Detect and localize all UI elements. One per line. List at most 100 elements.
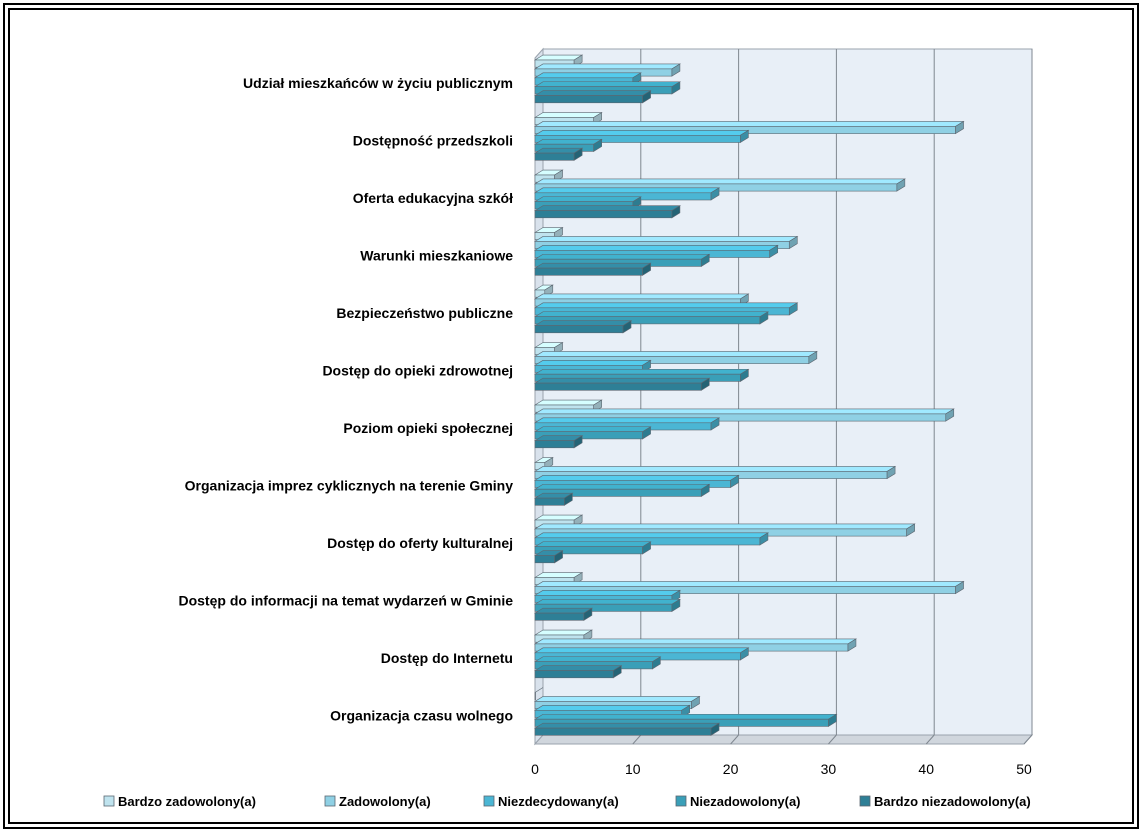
- bar-top: [533, 72, 642, 79]
- category-labels: Udział mieszkańców w życiu publicznym Dos…: [178, 75, 513, 724]
- category-label: Oferta edukacyjna szkół: [353, 190, 513, 206]
- bar-top: [533, 647, 750, 654]
- bar: [533, 435, 584, 449]
- bar: [533, 722, 721, 736]
- bar: [533, 541, 652, 555]
- bar: [533, 350, 818, 365]
- bar-end: [573, 435, 583, 449]
- bar-end: [671, 81, 681, 95]
- category-label: Udział mieszkańców w życiu publicznym: [243, 75, 513, 91]
- x-tick-label: 20: [723, 761, 739, 777]
- bar-end: [710, 722, 720, 736]
- bar-top: [533, 607, 593, 614]
- bar-top: [533, 138, 603, 145]
- bar-end: [740, 368, 749, 382]
- category-label: Poziom opieki społecznej: [343, 420, 513, 436]
- bar-end: [622, 320, 632, 334]
- category-label: Dostęp do opieki zdrowotnej: [322, 363, 513, 379]
- legend-swatch: [324, 795, 336, 807]
- bar-front: [534, 612, 585, 621]
- back-wall: [542, 48, 1033, 736]
- bar-top: [533, 638, 858, 645]
- bar: [533, 665, 623, 679]
- category-label: Bezpieczeństwo publiczne: [336, 305, 513, 321]
- bar-top: [533, 311, 769, 318]
- bar-end: [554, 550, 563, 564]
- legend-swatch: [103, 795, 115, 807]
- legend-item: Bardzo zadowolony(a): [103, 794, 256, 809]
- bar-end: [759, 532, 769, 546]
- bar-top: [533, 523, 916, 530]
- x-tick-label: 30: [821, 761, 837, 777]
- bar-end: [886, 465, 896, 480]
- bar: [533, 483, 711, 497]
- legend-swatch: [483, 795, 495, 807]
- bar-top: [533, 581, 965, 587]
- bar: [533, 147, 584, 161]
- bar: [533, 598, 681, 612]
- bar-front: [534, 325, 624, 334]
- bar-end: [788, 235, 798, 250]
- category-label: Dostęp do Internetu: [381, 650, 513, 666]
- category-label: Dostęp do informacji na temat wydarzeń w…: [178, 593, 513, 609]
- bar: [533, 474, 740, 489]
- bar-front: [534, 727, 712, 736]
- category-label: Organizacja czasu wolnego: [330, 708, 513, 724]
- bar-end: [642, 541, 651, 555]
- bar: [533, 54, 584, 68]
- bar-front: [534, 440, 575, 449]
- bar: [533, 607, 593, 621]
- bar-front: [534, 210, 673, 219]
- bar-top: [533, 130, 750, 136]
- bar-top: [533, 399, 603, 406]
- bar: [534, 687, 544, 700]
- bar-top: [533, 112, 603, 118]
- bar-end: [652, 656, 661, 670]
- legend-label: Niezdecydowany(a): [498, 794, 619, 809]
- bar-end: [671, 205, 681, 219]
- category-label: Organizacja imprez cyklicznych na tereni…: [185, 478, 514, 494]
- bar: [533, 656, 662, 670]
- bar: [533, 320, 633, 334]
- x-tick-label: 0: [531, 761, 539, 777]
- legend: Bardzo zadowolony(a) Zadowolony(a) Niezdec…: [103, 794, 1031, 809]
- legend-item: Zadowolony(a): [324, 794, 431, 809]
- bar-top: [533, 236, 799, 242]
- bar: [533, 629, 593, 643]
- bar-top: [533, 293, 750, 300]
- legend-label: Bardzo zadowolony(a): [118, 794, 256, 809]
- bar-end: [788, 302, 798, 316]
- bar-front: [534, 692, 536, 700]
- bar-end: [945, 408, 955, 422]
- bar-top: [533, 360, 652, 366]
- bar: [533, 368, 750, 382]
- bar-top: [533, 253, 711, 260]
- bar: [533, 492, 574, 506]
- bar-end: [710, 187, 720, 201]
- bar-top: [533, 81, 681, 87]
- bar-front: [534, 382, 702, 391]
- bar-top: [533, 262, 652, 269]
- bar: [533, 253, 711, 267]
- bar: [533, 550, 564, 564]
- gridline-floor: [730, 734, 739, 745]
- bar-end: [759, 311, 769, 325]
- bar-top: [533, 90, 652, 96]
- legend-label: Bardzo niezadowolony(a): [874, 794, 1031, 809]
- bar: [533, 90, 652, 104]
- bar-end: [564, 492, 573, 506]
- bar-end: [691, 695, 700, 710]
- bar: [533, 532, 769, 546]
- bar-front: [534, 95, 643, 104]
- bar-end: [671, 63, 681, 77]
- bar: [533, 120, 965, 135]
- inner-frame: [8, 8, 1134, 824]
- bar-top: [533, 63, 681, 70]
- bar-top: [533, 466, 897, 472]
- bar-end: [710, 417, 720, 431]
- bar: [533, 311, 769, 325]
- legend-item: Niezadowolony(a): [675, 794, 801, 809]
- bar: [533, 580, 965, 595]
- bar-front: [534, 267, 643, 276]
